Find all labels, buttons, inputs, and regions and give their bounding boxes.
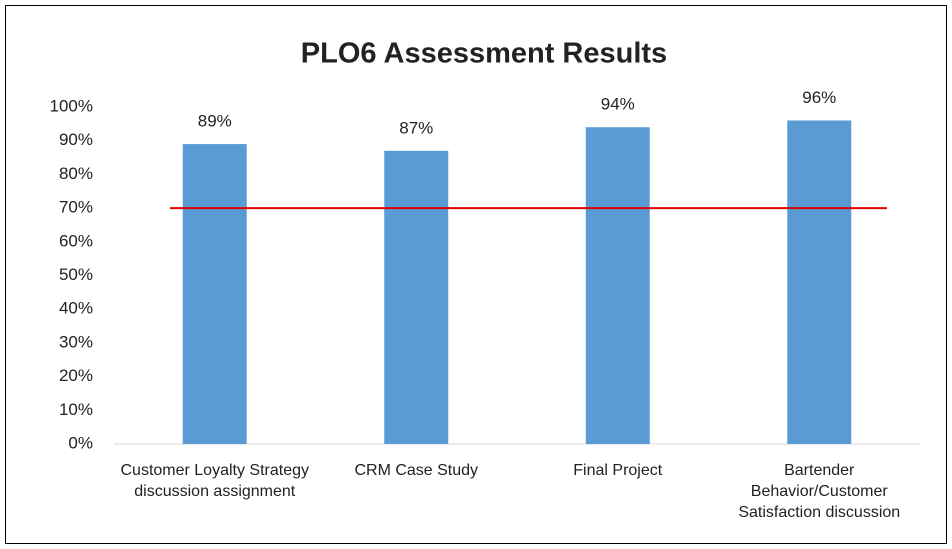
x-tick-label: Bartender Behavior/Customer Satisfaction…	[738, 462, 901, 521]
bar	[384, 150, 449, 444]
y-tick-label: 30%	[59, 332, 93, 351]
y-tick-label: 0%	[68, 433, 93, 452]
chart-title: PLO6 Assessment Results	[301, 38, 667, 70]
bar	[787, 120, 852, 444]
y-tick-label: 40%	[59, 299, 93, 318]
y-tick-label: 60%	[59, 231, 93, 250]
y-tick-label: 80%	[59, 164, 93, 183]
x-tick-label: CRM Case Study	[354, 462, 479, 479]
value-label: 89%	[198, 112, 232, 131]
y-tick-label: 70%	[59, 198, 93, 217]
x-tick-label: Final Project	[573, 462, 663, 479]
value-label: 96%	[802, 88, 836, 107]
value-label: 94%	[601, 95, 635, 114]
y-tick-label: 10%	[59, 400, 93, 419]
bar	[585, 127, 650, 444]
y-tick-label: 50%	[59, 265, 93, 284]
x-tick-label: Customer Loyalty Strategy discussion ass…	[120, 462, 310, 500]
bar	[182, 144, 247, 444]
value-label: 87%	[399, 118, 433, 137]
y-tick-label: 20%	[59, 366, 93, 385]
y-tick-label: 90%	[59, 130, 93, 149]
y-tick-label: 100%	[50, 96, 93, 115]
